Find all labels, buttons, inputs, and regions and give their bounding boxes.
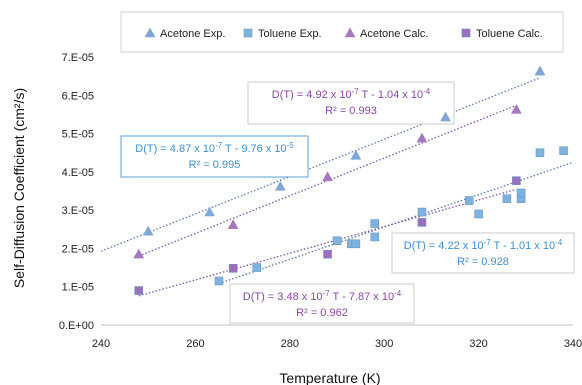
data-points [133, 65, 568, 295]
equation-text: D(T) = 4.22 x 10-7 T - 1.01 x 10-4 [404, 238, 563, 252]
legend-label: Acetone Exp. [160, 28, 225, 40]
trendline [100, 77, 541, 252]
data-point [559, 146, 568, 156]
data-point [350, 149, 362, 160]
r-squared-text: R² = 0.962 [296, 307, 348, 319]
data-point [370, 232, 380, 242]
data-point [510, 103, 522, 114]
equation-box [229, 283, 415, 324]
x-tick-label: 240 [92, 338, 110, 350]
y-tick-label: 5.E-05 [62, 129, 94, 141]
r-squared-text: R² = 0.928 [457, 256, 509, 268]
x-tick-label: 340 [564, 338, 582, 350]
data-point [214, 276, 224, 286]
data-point [535, 148, 545, 157]
legend-box [120, 11, 564, 53]
y-tick-label: 6.E-05 [62, 90, 94, 102]
r-squared-text: R² = 0.995 [189, 159, 241, 171]
data-point [370, 219, 380, 228]
r-squared-text: R² = 0.993 [325, 105, 377, 117]
data-point [440, 111, 451, 122]
data-point [417, 218, 427, 227]
legend: Acetone Exp. Toluene Exp. Acetone Calc. Tol… [144, 27, 543, 40]
data-point [474, 209, 483, 219]
equation-text: D(T) = 4.92 x 10-7 T - 1.04 x 10-4 [272, 87, 431, 101]
legend-marker [144, 27, 156, 38]
data-point [516, 188, 526, 198]
y-tick-label: 1.E-05 [62, 282, 94, 294]
y-tick-label: 4.E-05 [62, 167, 94, 179]
y-tick-label: 2.E-05 [62, 243, 94, 255]
data-point [502, 194, 512, 203]
data-point [464, 196, 474, 205]
data-point [134, 286, 144, 295]
data-point [204, 206, 215, 217]
legend-label: Toluene Exp. [258, 28, 322, 40]
data-point [417, 207, 427, 217]
y-axis: 0.E+00 1.E-05 2.E-05 3.E-05 4.E-05 5.E-05 6.E-… [59, 52, 94, 332]
equation-box [247, 81, 455, 125]
data-point [534, 65, 546, 76]
data-point [142, 225, 154, 236]
trendline [138, 188, 517, 297]
x-tick-label: 280 [281, 338, 299, 350]
data-point [228, 264, 238, 273]
equation-annotations: D(T) = 4.92 x 10-7 T - 1.04 x 10-4 R² = 0… [120, 81, 575, 324]
data-point [416, 132, 428, 143]
equation-box [120, 135, 309, 178]
data-point [332, 236, 342, 246]
data-point [252, 263, 262, 272]
x-tick-label: 260 [186, 338, 204, 350]
x-axis: 240 260 280 300 320 340 [92, 338, 582, 350]
y-tick-label: 0.E+00 [59, 320, 94, 332]
data-point [322, 171, 333, 182]
legend-marker [461, 28, 471, 38]
data-point [227, 219, 239, 229]
data-point [133, 248, 145, 259]
legend-label: Toluene Calc. [476, 28, 543, 40]
y-tick-label: 7.E-05 [62, 52, 94, 64]
legend-marker [243, 28, 253, 38]
equation-box [391, 232, 575, 274]
data-point [351, 239, 361, 249]
y-tick-label: 3.E-05 [62, 205, 94, 217]
equation-text: D(T) = 3.48 x 10-7 T - 7.87 x 10-4 [243, 289, 402, 303]
x-axis-title: Temperature (K) [279, 370, 380, 385]
data-point [274, 180, 286, 191]
data-point [323, 249, 332, 259]
x-tick-label: 320 [469, 338, 487, 350]
legend-label: Acetone Calc. [360, 28, 428, 40]
equation-text: D(T) = 4.87 x 10-7 T - 9.76 x 10-5 [135, 141, 294, 155]
x-tick-label: 300 [375, 338, 393, 350]
data-point [512, 176, 521, 185]
y-axis-title: Self-Diffusion Coefficient (cm²/s) [11, 88, 27, 288]
legend-marker [344, 27, 356, 38]
